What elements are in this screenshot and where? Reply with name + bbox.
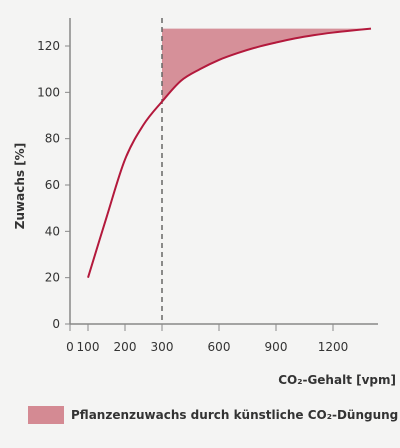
series-line [87,27,372,278]
legend-label: Pflanzenzuwachs durch künstliche CO₂-Dün… [71,408,399,422]
x-tick-label: 0 [66,340,74,354]
y-tick-label: 20 [45,271,60,285]
series-line-layer [87,27,372,278]
axes [65,18,378,331]
x-tick-label: 200 [114,340,137,354]
shaded-region [162,28,371,102]
x-tick-label: 100 [77,340,100,354]
y-tick-label: 120 [37,39,60,53]
y-tick-label: 40 [45,224,60,238]
x-axis-title: CO₂-Gehalt [vpm] [278,373,396,387]
y-tick-label: 100 [37,85,60,99]
shaded-region-layer [162,28,371,102]
x-tick-label: 600 [208,340,231,354]
legend-swatch [28,406,64,424]
y-axis-title: Zuwachs [%] [13,143,27,229]
y-tick-label: 0 [52,317,60,331]
x-tick-label: 900 [265,340,288,354]
x-tick-label: 300 [151,340,174,354]
y-tick-label: 80 [45,132,60,146]
x-tick-label: 1200 [318,340,349,354]
y-tick-label: 60 [45,178,60,192]
legend: Pflanzenzuwachs durch künstliche CO₂-Dün… [28,406,398,424]
